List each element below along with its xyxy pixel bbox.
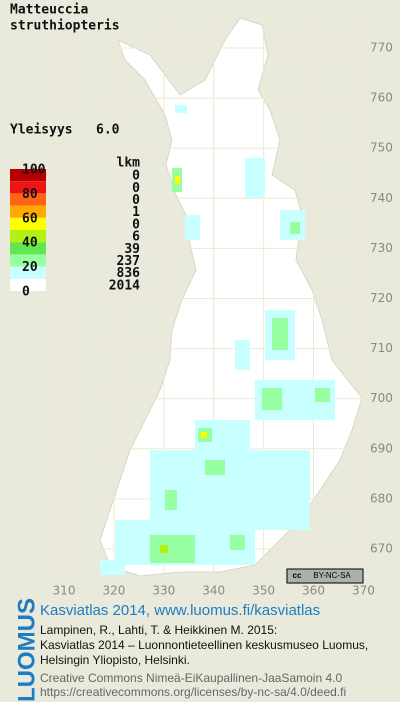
cell <box>315 388 330 402</box>
cell <box>205 460 225 475</box>
footer-title: Kasviatlas 2014, www.luomus.fi/kasviatla… <box>40 602 320 619</box>
x-coordinate-label: 360 <box>302 584 325 598</box>
legend-count: 0 <box>132 181 140 196</box>
legend-count: 1 <box>132 205 140 220</box>
legend-swatch <box>10 242 46 255</box>
cell <box>230 535 245 550</box>
legend-count: 39 <box>124 242 140 257</box>
legend-swatch <box>10 169 46 182</box>
legend-header: lkm <box>117 156 141 171</box>
license-line: https://creativecommons.org/licenses/by-… <box>40 685 346 699</box>
cell <box>150 535 195 563</box>
y-coordinate-label: 760 <box>370 91 393 105</box>
y-coordinate-label: 690 <box>370 441 393 455</box>
citation: Lampinen, R., Lahti, T. & Heikkinen M. 2… <box>40 623 277 637</box>
legend-swatch <box>10 205 46 218</box>
citation: Helsingin Yliopisto, Helsinki. <box>40 653 190 667</box>
legend-count: 0 <box>132 217 140 232</box>
legend-swatch <box>10 217 46 230</box>
badge-icon: cc <box>293 571 302 580</box>
cell <box>201 432 207 438</box>
legend-count: 836 <box>117 266 141 281</box>
legend-count: 237 <box>117 254 140 269</box>
badge-box <box>286 568 364 584</box>
cell <box>175 176 180 184</box>
x-coordinate-label: 330 <box>152 584 175 598</box>
y-coordinate-label: 670 <box>370 542 393 556</box>
x-coordinate-label: 320 <box>102 584 125 598</box>
cell <box>262 388 282 410</box>
legend-scale-label: 60 <box>22 211 38 226</box>
occurrence-cells <box>100 105 335 575</box>
citation: Kasviatlas 2014 – Luonnontieteellinen ke… <box>40 638 368 652</box>
badge-text: BY-NC-SA <box>313 571 351 580</box>
y-coordinate-label: 750 <box>370 141 393 155</box>
frequency-label: Yleisyys <box>10 123 73 138</box>
legend-scale-label: 0 <box>22 285 30 300</box>
legend-swatch <box>10 254 46 267</box>
legend-swatch <box>10 266 46 279</box>
license-badge: cc BY-NC-SA <box>286 568 364 584</box>
cell <box>165 490 177 510</box>
y-coordinate-label: 770 <box>370 41 393 55</box>
legend-swatch <box>10 193 46 206</box>
legend-count: 6 <box>132 230 140 245</box>
legend-scale-label: 80 <box>22 187 38 202</box>
logo: LUOMUS <box>13 598 40 702</box>
legend-count: 2014 <box>109 278 140 293</box>
frequency-value: 6.0 <box>96 123 120 138</box>
x-coordinate-label: 340 <box>202 584 225 598</box>
legend-count: 0 <box>132 193 140 208</box>
cell <box>100 560 125 575</box>
legend-swatch <box>10 181 46 194</box>
cell <box>185 215 200 240</box>
y-coordinate-label: 740 <box>370 191 393 205</box>
legend-swatch <box>10 278 46 291</box>
cell <box>235 340 250 370</box>
legend-scale-label: 100 <box>22 163 46 178</box>
y-coordinate-label: 720 <box>370 291 393 305</box>
cell <box>175 105 187 113</box>
y-coordinate-label: 700 <box>370 391 393 405</box>
cell <box>290 222 300 234</box>
legend-scale-label: 40 <box>22 236 38 251</box>
x-coordinate-label: 350 <box>252 584 275 598</box>
x-coordinate-label: 370 <box>352 584 375 598</box>
title: Matteuccia <box>10 3 88 18</box>
title: struthiopteris <box>10 19 120 34</box>
legend-scale-label: 20 <box>22 260 38 275</box>
legend-swatch <box>10 230 46 243</box>
y-coordinate-label: 680 <box>370 491 393 505</box>
x-coordinate-label: 310 <box>53 584 76 598</box>
cell <box>160 545 168 553</box>
y-coordinate-label: 710 <box>370 341 393 355</box>
license-line: Creative Commons Nimeä-EiKaupallinen-Jaa… <box>40 671 342 685</box>
cell <box>245 158 265 198</box>
y-coordinate-label: 730 <box>370 241 393 255</box>
cell <box>272 318 288 350</box>
legend-count: 0 <box>132 169 140 184</box>
